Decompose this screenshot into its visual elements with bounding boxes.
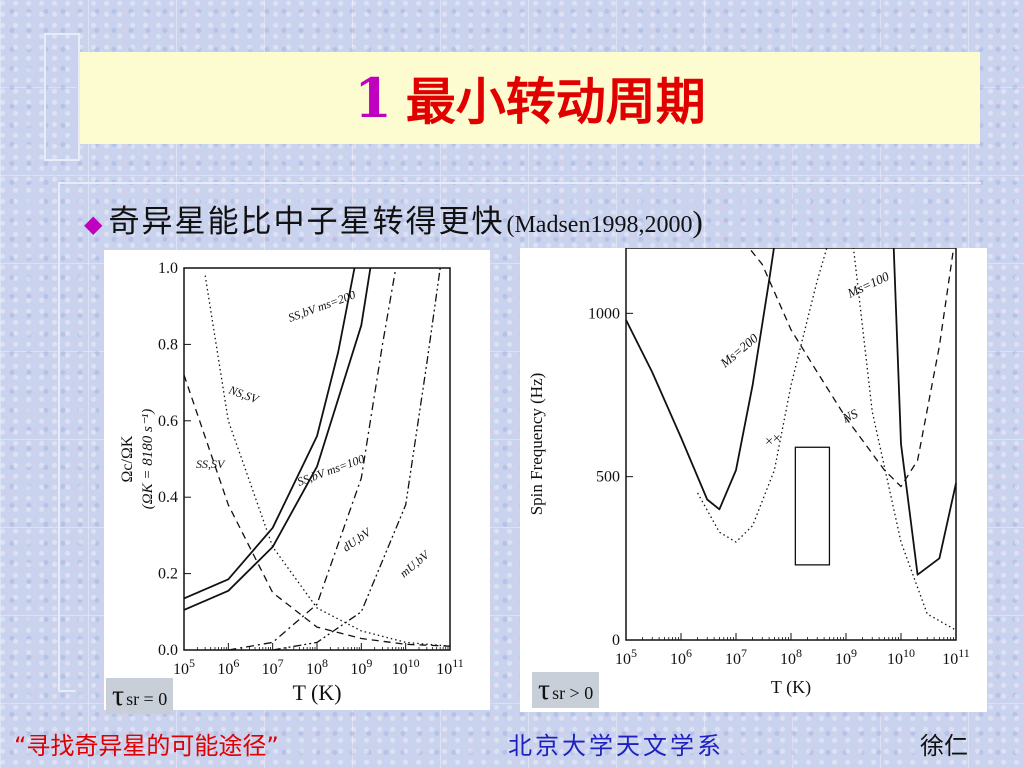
allowed-region-rect bbox=[794, 446, 831, 566]
series-label: Ms=200 bbox=[717, 330, 762, 371]
series-line-2 bbox=[204, 275, 451, 647]
y-tick-label: 500 bbox=[596, 469, 620, 486]
series-label: Ms=100 bbox=[844, 268, 892, 301]
title-accent-frame bbox=[44, 33, 80, 161]
right-chart-panel: 105 106 107 108 109 1010 1011 0 500 1000 T (K) Spin… bbox=[520, 182, 987, 712]
x-tick-label: 105 bbox=[615, 646, 637, 668]
plot-frame bbox=[625, 247, 957, 641]
y-tick-label: 1.0 bbox=[158, 260, 178, 277]
diamond-bullet-icon: ◆ bbox=[84, 210, 103, 238]
y-tick-label: 0.6 bbox=[158, 413, 178, 430]
series-line-5 bbox=[272, 267, 441, 651]
x-tick-label: 1011 bbox=[436, 656, 464, 678]
series-line-0 bbox=[183, 267, 356, 600]
y-axis-label: Spin Frequency (Hz) bbox=[527, 373, 546, 516]
series-line-1 bbox=[183, 267, 372, 611]
x-tick-label: 1011 bbox=[942, 646, 970, 668]
title-text: 最小转动周期 bbox=[405, 73, 706, 131]
content-top-rule bbox=[76, 182, 981, 184]
x-tick-label: 109 bbox=[350, 656, 372, 678]
footer-department: 北京大学天文学系 bbox=[508, 732, 724, 760]
bullet-text: 奇异星能比中子星转得更快 bbox=[108, 204, 505, 240]
x-axis-label: T (K) bbox=[292, 680, 341, 705]
y-axis-label: Ωc/ΩK bbox=[119, 435, 136, 482]
left-chart: 105 106 107 108 109 1010 1011 0.0 0.2 0.4 0.6 0.8 1.… bbox=[119, 260, 464, 705]
title-number: 1 bbox=[354, 66, 392, 130]
x-tick-label: 106 bbox=[670, 646, 692, 668]
y-tick-label: 1000 bbox=[588, 305, 620, 322]
right-tau-label: τ sr > 0 bbox=[532, 672, 600, 708]
series-line-1 bbox=[891, 215, 957, 576]
x-tick-label: 108 bbox=[306, 656, 328, 678]
footer-talk-title: “寻找奇异星的可能途径” bbox=[14, 732, 279, 760]
y-tick-label: 0.4 bbox=[158, 489, 178, 506]
x-tick-label: 107 bbox=[725, 646, 747, 668]
data-cross-marker: × bbox=[773, 431, 781, 446]
y-tick-label: 0.0 bbox=[158, 642, 178, 659]
right-chart: 105 106 107 108 109 1010 1011 0 500 1000 T (K) Spin… bbox=[527, 182, 970, 698]
footer-author: 徐仁 bbox=[920, 732, 968, 760]
tau-symbol: τ bbox=[112, 679, 125, 712]
bullet-citation: (Madsen1998,2000) bbox=[506, 204, 702, 240]
series-line-2 bbox=[735, 231, 957, 488]
bullet-point: ◆ 奇异星能比中子星转得更快 (Madsen1998,2000) bbox=[84, 196, 703, 241]
tau-condition: sr > 0 bbox=[552, 683, 594, 703]
x-tick-label: 107 bbox=[262, 656, 284, 678]
series-label: NS bbox=[839, 406, 860, 427]
y-tick-label: 0.2 bbox=[158, 566, 178, 583]
content-left-rule bbox=[58, 182, 76, 692]
tau-symbol: τ bbox=[538, 673, 551, 706]
left-chart-panel: 105 106 107 108 109 1010 1011 0.0 0.2 0.4 0.6 0.8 1.… bbox=[104, 250, 490, 714]
series-line-0 bbox=[625, 215, 780, 511]
y-tick-label: 0 bbox=[612, 632, 620, 649]
series-label: NS,SV bbox=[226, 382, 262, 406]
omega-k-annotation: (ΩK = 8180 s⁻¹) bbox=[140, 409, 156, 509]
series-label: dU,bV bbox=[340, 524, 375, 554]
x-tick-label: 105 bbox=[173, 656, 195, 678]
x-tick-label: 109 bbox=[835, 646, 857, 668]
x-tick-label: 106 bbox=[217, 656, 239, 678]
series-line-3 bbox=[697, 182, 957, 631]
x-tick-label: 108 bbox=[780, 646, 802, 668]
citation-text: Madsen1998,2000 bbox=[514, 212, 693, 238]
citation-open-paren: ( bbox=[506, 212, 515, 238]
series-line-4 bbox=[228, 267, 397, 651]
data-cross-marker: × bbox=[765, 435, 773, 450]
x-tick-label: 1010 bbox=[392, 656, 420, 678]
series-label: SS,SV bbox=[196, 457, 226, 471]
x-tick-label: 1010 bbox=[887, 646, 915, 668]
y-tick-label: 0.8 bbox=[158, 336, 178, 353]
citation-close-paren: ) bbox=[692, 204, 703, 239]
series-line-3 bbox=[183, 374, 451, 647]
left-tau-label: τ sr = 0 bbox=[106, 678, 174, 714]
slide-title: 1 最小转动周期 bbox=[80, 52, 980, 144]
tau-condition: sr = 0 bbox=[126, 689, 168, 709]
x-axis-label: T (K) bbox=[771, 677, 811, 698]
series-label: mU,bV bbox=[397, 547, 433, 580]
